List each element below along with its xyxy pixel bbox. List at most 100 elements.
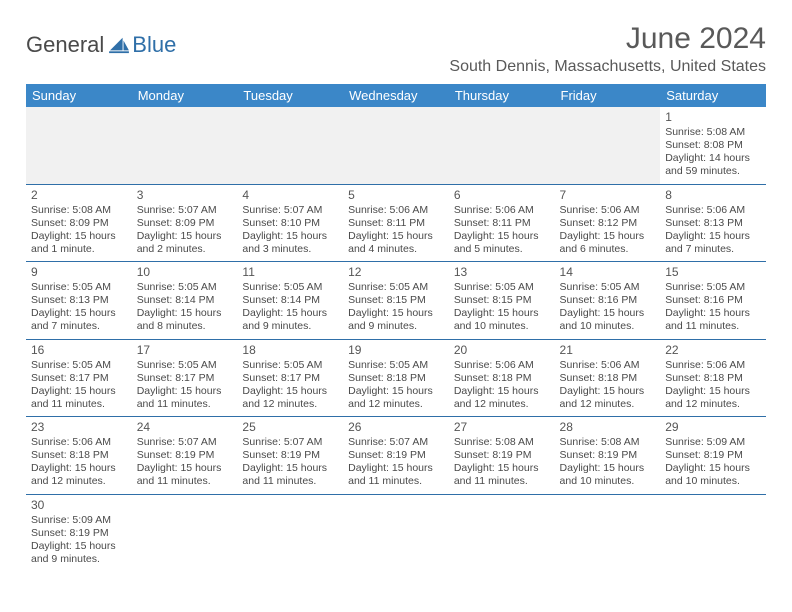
daylight-line: and 7 minutes. bbox=[665, 243, 761, 256]
calendar-cell: 4Sunrise: 5:07 AMSunset: 8:10 PMDaylight… bbox=[237, 184, 343, 262]
sunset-line: Sunset: 8:16 PM bbox=[665, 294, 761, 307]
calendar-cell bbox=[26, 107, 132, 184]
daylight-line: Daylight: 15 hours bbox=[137, 385, 233, 398]
day-number: 7 bbox=[560, 188, 656, 203]
daylight-line: and 11 minutes. bbox=[242, 475, 338, 488]
daylight-line: and 7 minutes. bbox=[31, 320, 127, 333]
daylight-line: and 10 minutes. bbox=[560, 475, 656, 488]
sunrise-line: Sunrise: 5:06 AM bbox=[348, 204, 444, 217]
calendar-cell: 15Sunrise: 5:05 AMSunset: 8:16 PMDayligh… bbox=[660, 262, 766, 340]
day-number: 12 bbox=[348, 265, 444, 280]
sunset-line: Sunset: 8:19 PM bbox=[137, 449, 233, 462]
daylight-line: and 9 minutes. bbox=[348, 320, 444, 333]
sunrise-line: Sunrise: 5:05 AM bbox=[31, 281, 127, 294]
day-number: 17 bbox=[137, 343, 233, 358]
sunset-line: Sunset: 8:15 PM bbox=[454, 294, 550, 307]
daylight-line: and 10 minutes. bbox=[665, 475, 761, 488]
calendar-cell bbox=[660, 494, 766, 571]
daylight-line: and 3 minutes. bbox=[242, 243, 338, 256]
sunset-line: Sunset: 8:18 PM bbox=[348, 372, 444, 385]
calendar-cell: 30Sunrise: 5:09 AMSunset: 8:19 PMDayligh… bbox=[26, 494, 132, 571]
day-number: 15 bbox=[665, 265, 761, 280]
day-number: 13 bbox=[454, 265, 550, 280]
sunset-line: Sunset: 8:13 PM bbox=[665, 217, 761, 230]
sunset-line: Sunset: 8:14 PM bbox=[137, 294, 233, 307]
daylight-line: Daylight: 15 hours bbox=[348, 230, 444, 243]
calendar-cell: 20Sunrise: 5:06 AMSunset: 8:18 PMDayligh… bbox=[449, 339, 555, 417]
day-number: 8 bbox=[665, 188, 761, 203]
sunset-line: Sunset: 8:19 PM bbox=[454, 449, 550, 462]
daylight-line: and 8 minutes. bbox=[137, 320, 233, 333]
day-number: 20 bbox=[454, 343, 550, 358]
daylight-line: and 11 minutes. bbox=[137, 398, 233, 411]
day-number: 21 bbox=[560, 343, 656, 358]
sunrise-line: Sunrise: 5:08 AM bbox=[454, 436, 550, 449]
calendar-cell: 24Sunrise: 5:07 AMSunset: 8:19 PMDayligh… bbox=[132, 417, 238, 495]
calendar-cell: 27Sunrise: 5:08 AMSunset: 8:19 PMDayligh… bbox=[449, 417, 555, 495]
daylight-line: Daylight: 15 hours bbox=[454, 307, 550, 320]
sunset-line: Sunset: 8:19 PM bbox=[31, 527, 127, 540]
sunrise-line: Sunrise: 5:08 AM bbox=[560, 436, 656, 449]
day-number: 30 bbox=[31, 498, 127, 513]
calendar-cell bbox=[343, 107, 449, 184]
day-number: 6 bbox=[454, 188, 550, 203]
sunrise-line: Sunrise: 5:05 AM bbox=[665, 281, 761, 294]
col-monday: Monday bbox=[132, 84, 238, 107]
daylight-line: and 11 minutes. bbox=[665, 320, 761, 333]
calendar-cell bbox=[343, 494, 449, 571]
sunrise-line: Sunrise: 5:05 AM bbox=[137, 281, 233, 294]
daylight-line: and 1 minute. bbox=[31, 243, 127, 256]
daylight-line: and 9 minutes. bbox=[31, 553, 127, 566]
day-number: 14 bbox=[560, 265, 656, 280]
logo: General Blue bbox=[26, 32, 176, 58]
daylight-line: and 6 minutes. bbox=[560, 243, 656, 256]
sunrise-line: Sunrise: 5:06 AM bbox=[454, 204, 550, 217]
sunrise-line: Sunrise: 5:07 AM bbox=[242, 204, 338, 217]
daylight-line: Daylight: 15 hours bbox=[560, 462, 656, 475]
sunrise-line: Sunrise: 5:05 AM bbox=[31, 359, 127, 372]
calendar-week-row: 1Sunrise: 5:08 AMSunset: 8:08 PMDaylight… bbox=[26, 107, 766, 184]
calendar-cell: 5Sunrise: 5:06 AMSunset: 8:11 PMDaylight… bbox=[343, 184, 449, 262]
daylight-line: Daylight: 15 hours bbox=[31, 540, 127, 553]
calendar-cell: 28Sunrise: 5:08 AMSunset: 8:19 PMDayligh… bbox=[555, 417, 661, 495]
calendar-cell: 2Sunrise: 5:08 AMSunset: 8:09 PMDaylight… bbox=[26, 184, 132, 262]
daylight-line: and 11 minutes. bbox=[137, 475, 233, 488]
logo-sail-icon bbox=[108, 36, 130, 54]
sunset-line: Sunset: 8:18 PM bbox=[454, 372, 550, 385]
daylight-line: Daylight: 15 hours bbox=[31, 385, 127, 398]
daylight-line: and 9 minutes. bbox=[242, 320, 338, 333]
sunrise-line: Sunrise: 5:09 AM bbox=[665, 436, 761, 449]
calendar-cell: 17Sunrise: 5:05 AMSunset: 8:17 PMDayligh… bbox=[132, 339, 238, 417]
calendar-cell bbox=[237, 494, 343, 571]
calendar-cell bbox=[132, 107, 238, 184]
calendar-header-row: Sunday Monday Tuesday Wednesday Thursday… bbox=[26, 84, 766, 107]
day-number: 11 bbox=[242, 265, 338, 280]
sunrise-line: Sunrise: 5:06 AM bbox=[31, 436, 127, 449]
day-number: 18 bbox=[242, 343, 338, 358]
day-number: 4 bbox=[242, 188, 338, 203]
calendar-week-row: 30Sunrise: 5:09 AMSunset: 8:19 PMDayligh… bbox=[26, 494, 766, 571]
daylight-line: Daylight: 15 hours bbox=[348, 385, 444, 398]
sunset-line: Sunset: 8:18 PM bbox=[665, 372, 761, 385]
calendar-cell: 26Sunrise: 5:07 AMSunset: 8:19 PMDayligh… bbox=[343, 417, 449, 495]
col-thursday: Thursday bbox=[449, 84, 555, 107]
logo-text-blue: Blue bbox=[132, 32, 176, 58]
sunrise-line: Sunrise: 5:08 AM bbox=[665, 126, 761, 139]
sunrise-line: Sunrise: 5:07 AM bbox=[137, 204, 233, 217]
col-wednesday: Wednesday bbox=[343, 84, 449, 107]
daylight-line: Daylight: 15 hours bbox=[454, 230, 550, 243]
sunset-line: Sunset: 8:19 PM bbox=[560, 449, 656, 462]
daylight-line: and 59 minutes. bbox=[665, 165, 761, 178]
calendar-cell: 11Sunrise: 5:05 AMSunset: 8:14 PMDayligh… bbox=[237, 262, 343, 340]
sunrise-line: Sunrise: 5:05 AM bbox=[560, 281, 656, 294]
day-number: 9 bbox=[31, 265, 127, 280]
calendar-cell bbox=[555, 107, 661, 184]
daylight-line: Daylight: 15 hours bbox=[242, 307, 338, 320]
calendar-cell bbox=[449, 494, 555, 571]
sunrise-line: Sunrise: 5:07 AM bbox=[137, 436, 233, 449]
daylight-line: Daylight: 15 hours bbox=[242, 462, 338, 475]
sunset-line: Sunset: 8:08 PM bbox=[665, 139, 761, 152]
sunset-line: Sunset: 8:19 PM bbox=[348, 449, 444, 462]
daylight-line: Daylight: 15 hours bbox=[454, 385, 550, 398]
sunset-line: Sunset: 8:18 PM bbox=[560, 372, 656, 385]
